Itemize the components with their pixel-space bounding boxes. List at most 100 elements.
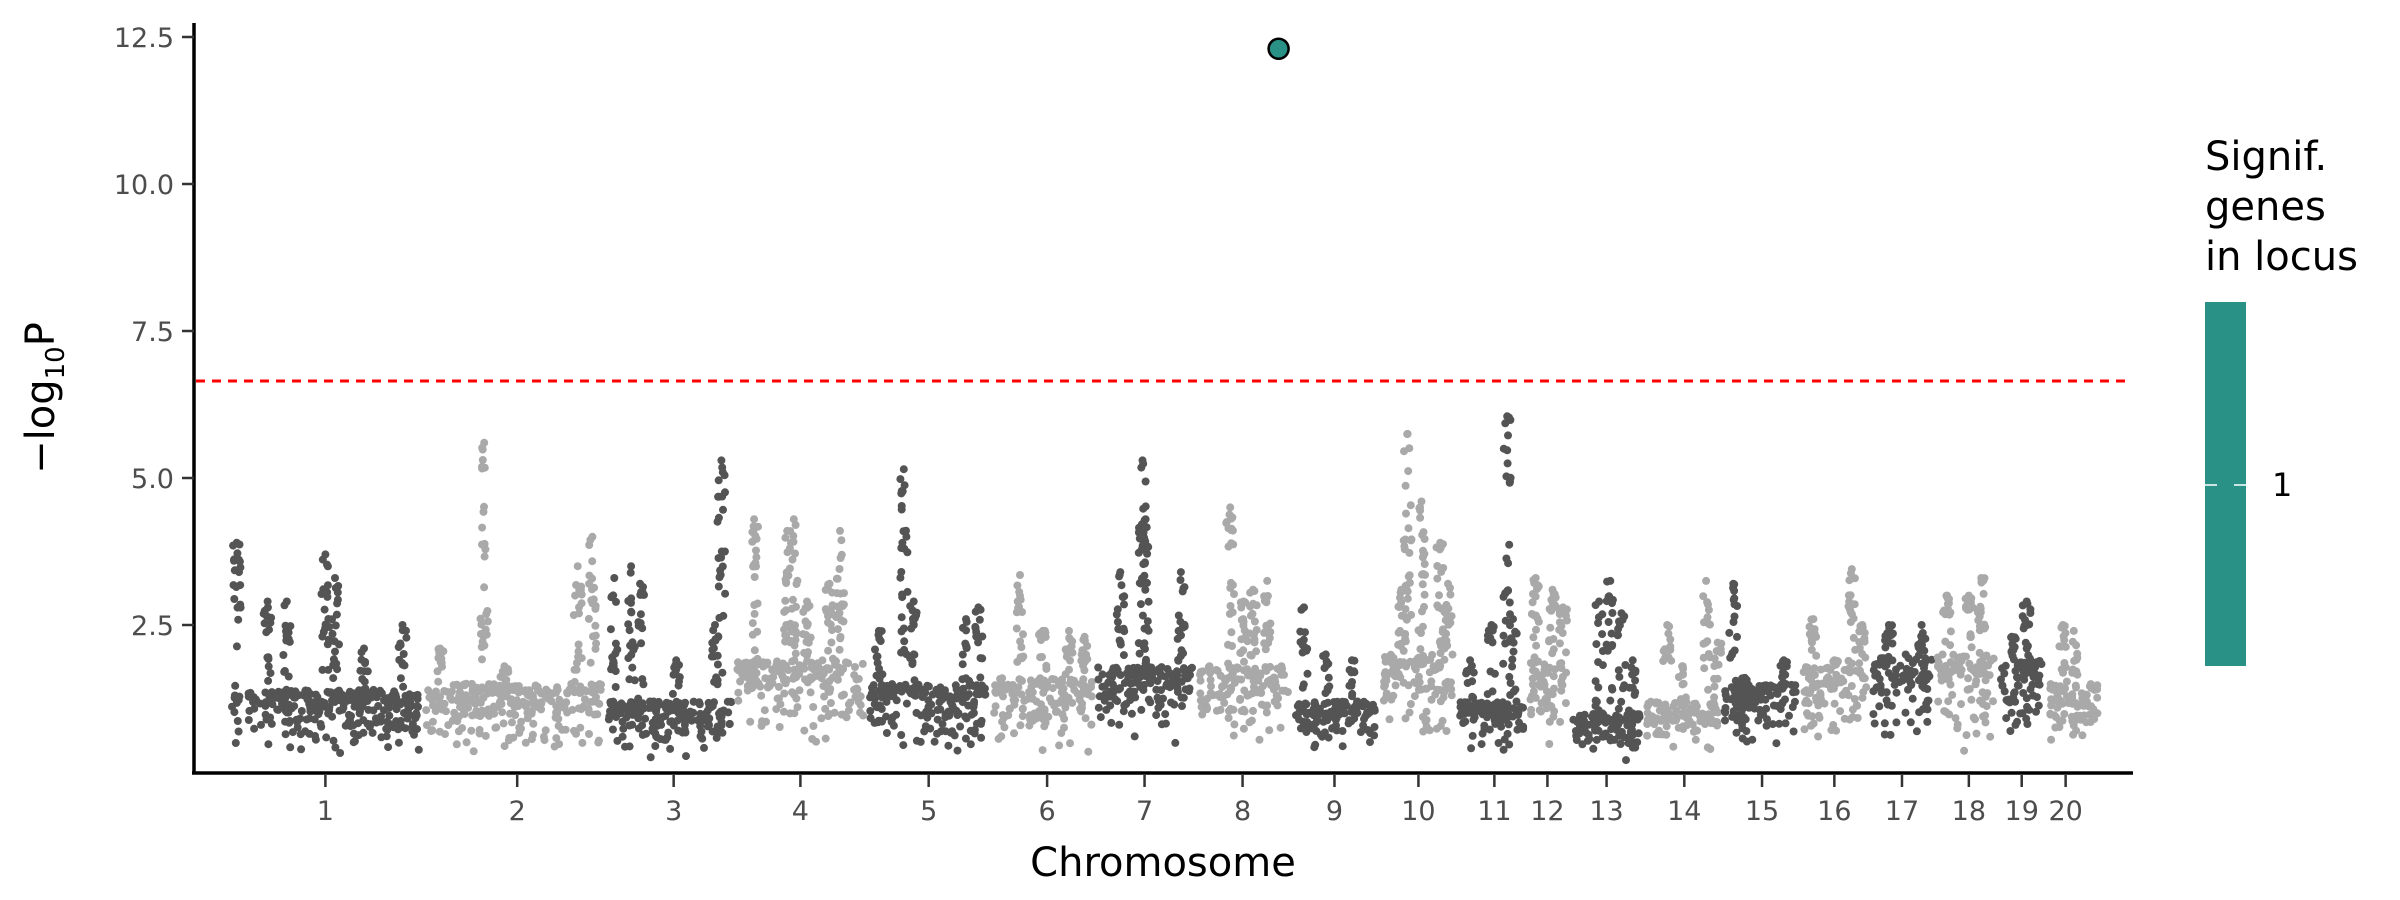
snp-point [1918,670,1927,679]
peak-point [1436,538,1445,547]
snp-point [453,717,462,726]
snp-point [1139,504,1148,513]
x-tick-label-chr2: 2 [509,796,526,827]
snp-point [1814,732,1823,741]
chromosome-8-points [1196,503,1292,744]
chromosome-12-points [1526,574,1571,748]
snp-point [1490,669,1499,678]
snp-point [1508,712,1517,721]
snp-point [1729,693,1738,702]
snp-point [1229,731,1238,740]
snp-point [837,536,846,545]
snp-point [1084,686,1093,694]
snp-point [469,747,478,756]
snp-point [773,657,781,666]
snp-point [1405,444,1414,453]
snp-point [1591,725,1599,733]
snp-point [866,707,875,715]
snp-point [391,690,400,699]
snp-point [1721,708,1730,717]
snp-point [1016,721,1025,730]
snp-point [617,702,626,711]
snp-point [958,685,967,694]
snp-point [1338,742,1347,751]
snp-point [946,692,954,701]
snp-point [356,666,365,675]
snp-point [1404,572,1413,581]
snp-point [1447,678,1455,687]
peak-point [1663,621,1672,629]
snp-point [948,727,957,736]
snp-point [1113,618,1122,626]
snp-point [1608,609,1617,617]
snp-point [1447,691,1456,700]
snp-point [611,639,620,648]
snp-point [1534,617,1543,626]
peak-point [1141,515,1150,524]
snp-point [991,702,1000,711]
snp-point [1396,661,1404,670]
snp-point [1631,668,1640,677]
snp-point [1537,707,1545,716]
snp-point [1134,548,1143,557]
snp-point [1533,581,1542,590]
snp-point [909,619,918,628]
snp-point [234,615,243,624]
snp-point [1181,671,1189,680]
snp-point [975,615,984,624]
snp-point [478,540,486,549]
snp-point [347,712,355,720]
snp-point [1226,602,1235,610]
snp-point [1607,629,1616,638]
x-tick-label-chr17: 17 [1885,796,1919,827]
x-tick-label-chr9: 9 [1326,796,1343,827]
snp-point [369,706,378,715]
snp-point [311,706,320,715]
snp-point [1328,724,1337,733]
snp-point [1742,727,1751,736]
snp-point [825,677,834,686]
snp-point [596,685,605,694]
snp-point [1319,717,1328,726]
snp-point [385,711,394,720]
snp-point [384,743,393,752]
snp-point [924,704,933,713]
snp-point [472,697,481,705]
peak-point [1403,429,1412,438]
snp-point [869,682,878,691]
snp-point [762,717,770,726]
snp-point [994,734,1003,743]
snp-point [779,707,788,716]
snp-point [953,691,961,700]
snp-point [613,736,622,745]
snp-point [1026,715,1034,724]
legend-title-line-1: Signif. [2205,134,2327,180]
snp-point [1206,668,1215,677]
snp-point [329,661,338,670]
snp-point [1122,669,1131,678]
snp-point [696,722,705,731]
snp-point [878,670,887,679]
snp-point [734,688,743,697]
snp-point [1107,718,1116,727]
snp-point [1888,639,1897,648]
snp-point [514,702,523,710]
snp-point [1740,695,1749,704]
snp-point [1435,663,1444,672]
snp-point [231,681,240,690]
snp-point [835,565,844,573]
snp-point [1730,594,1739,603]
snp-point [502,692,511,701]
snp-point [752,546,760,555]
snp-point [1432,724,1441,733]
snp-point [1405,578,1414,587]
snp-point [263,653,272,662]
snp-point [1087,692,1096,701]
snp-point [1469,700,1478,709]
snp-point [1892,665,1900,674]
snp-point [719,611,728,620]
snp-point [1459,719,1468,727]
snp-point [1781,719,1790,728]
snp-point [1733,716,1742,725]
snp-point [1396,626,1404,635]
